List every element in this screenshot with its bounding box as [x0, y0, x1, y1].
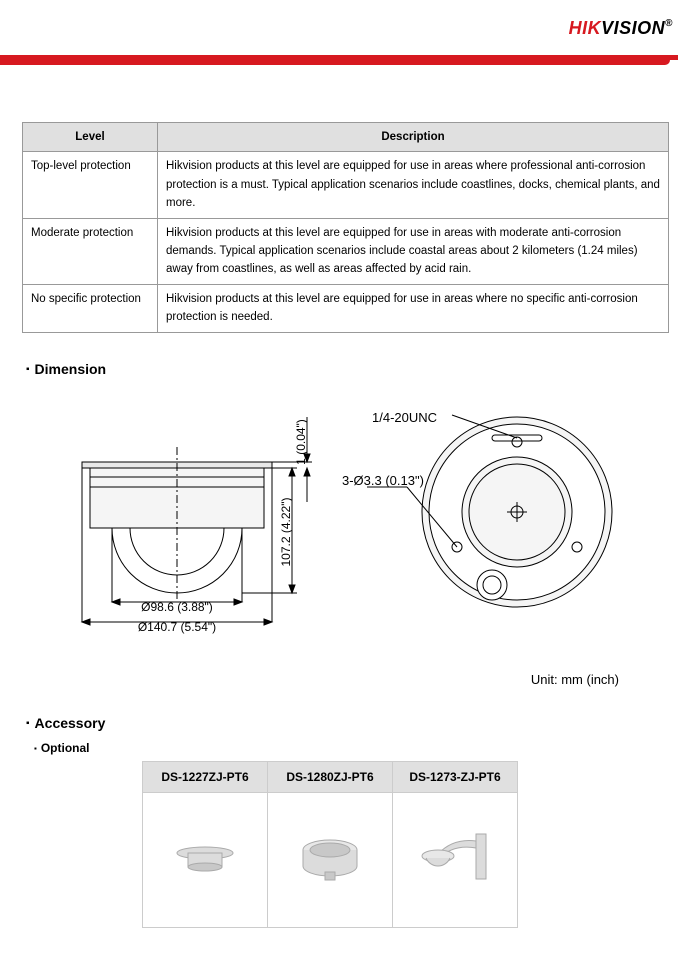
cell-level: Moderate protection	[23, 218, 158, 284]
acc-image-row	[143, 792, 518, 927]
section-accessory-title: Accessory	[26, 715, 669, 731]
col-level: Level	[23, 123, 158, 152]
dimension-diagram: Ø98.6 (3.88") Ø140.7 (5.54") 107.2 (4.22…	[22, 387, 669, 687]
page-header: HIKVISION®	[0, 0, 691, 50]
acc-header: DS-1280ZJ-PT6	[268, 761, 393, 792]
table-row: No specific protection Hikvision product…	[23, 284, 669, 332]
acc-cell-3	[393, 792, 518, 927]
cell-desc: Hikvision products at this level are equ…	[158, 152, 669, 218]
inceiling-mount-icon	[170, 833, 240, 883]
table-header-row: Level Description	[23, 123, 669, 152]
acc-cell-2	[268, 792, 393, 927]
logo-part2: VISION	[601, 18, 665, 38]
dimension-svg: Ø98.6 (3.88") Ø140.7 (5.54") 107.2 (4.22…	[22, 387, 662, 677]
accessory-table: DS-1227ZJ-PT6 DS-1280ZJ-PT6 DS-1273-ZJ-P…	[142, 761, 518, 928]
logo-part1: HIK	[569, 18, 602, 38]
logo-reg: ®	[665, 18, 673, 29]
col-description: Description	[158, 123, 669, 152]
dim-flange: 1 (0.04")	[294, 419, 308, 465]
acc-header-row: DS-1227ZJ-PT6 DS-1280ZJ-PT6 DS-1273-ZJ-P…	[143, 761, 518, 792]
dim-inner-width: Ø98.6 (3.88")	[141, 600, 213, 614]
acc-header: DS-1273-ZJ-PT6	[393, 761, 518, 792]
table-row: Moderate protection Hikvision products a…	[23, 218, 669, 284]
section-dimension-title: Dimension	[26, 361, 669, 377]
dim-thread: 1/4-20UNC	[372, 410, 437, 425]
dimension-unit: Unit: mm (inch)	[531, 672, 619, 687]
dim-height: 107.2 (4.22")	[279, 497, 293, 566]
acc-header: DS-1227ZJ-PT6	[143, 761, 268, 792]
cell-desc: Hikvision products at this level are equ…	[158, 218, 669, 284]
acc-cell-1	[143, 792, 268, 927]
junction-box-icon	[295, 828, 365, 888]
wall-mount-icon	[418, 826, 493, 891]
brand-logo: HIKVISION®	[569, 18, 673, 39]
page-content: Level Description Top-level protection H…	[0, 50, 691, 928]
cell-level: Top-level protection	[23, 152, 158, 218]
cell-desc: Hikvision products at this level are equ…	[158, 284, 669, 332]
table-row: Top-level protection Hikvision products …	[23, 152, 669, 218]
protection-level-table: Level Description Top-level protection H…	[22, 122, 669, 333]
cell-level: No specific protection	[23, 284, 158, 332]
dim-holes: 3-Ø3.3 (0.13")	[342, 473, 424, 488]
section-optional-title: Optional	[34, 741, 669, 755]
header-accent-bar	[0, 55, 670, 65]
dim-outer-width: Ø140.7 (5.54")	[138, 620, 216, 634]
